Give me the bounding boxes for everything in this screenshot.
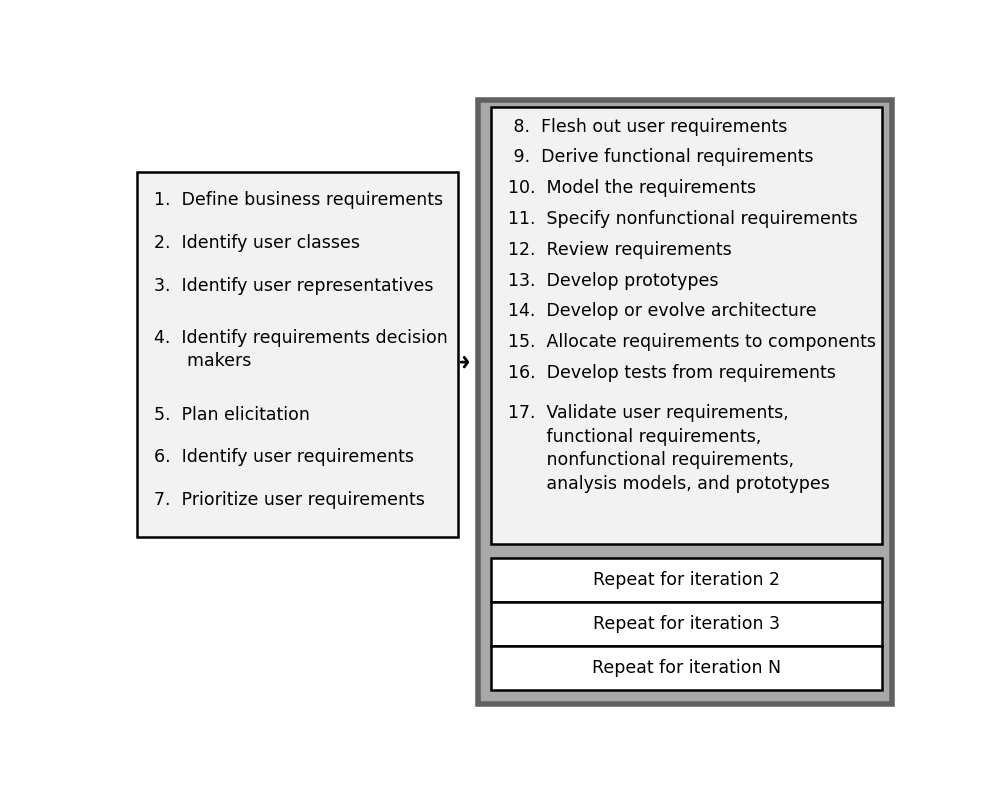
Text: 9.  Derive functional requirements: 9. Derive functional requirements bbox=[508, 148, 813, 166]
FancyBboxPatch shape bbox=[491, 602, 882, 646]
Text: 11.  Specify nonfunctional requirements: 11. Specify nonfunctional requirements bbox=[508, 210, 858, 228]
Text: 2.  Identify user classes: 2. Identify user classes bbox=[154, 234, 360, 252]
FancyBboxPatch shape bbox=[491, 107, 882, 544]
Text: 15.  Allocate requirements to components: 15. Allocate requirements to components bbox=[508, 334, 876, 351]
Text: 10.  Model the requirements: 10. Model the requirements bbox=[508, 179, 756, 197]
Text: 6.  Identify user requirements: 6. Identify user requirements bbox=[154, 448, 414, 466]
FancyBboxPatch shape bbox=[491, 558, 882, 602]
Text: 8.  Flesh out user requirements: 8. Flesh out user requirements bbox=[508, 118, 787, 135]
Text: 14.  Develop or evolve architecture: 14. Develop or evolve architecture bbox=[508, 302, 816, 321]
Text: 16.  Develop tests from requirements: 16. Develop tests from requirements bbox=[508, 364, 836, 382]
Text: 12.  Review requirements: 12. Review requirements bbox=[508, 241, 732, 259]
Text: 4.  Identify requirements decision
      makers: 4. Identify requirements decision makers bbox=[154, 329, 447, 370]
Text: Repeat for iteration N: Repeat for iteration N bbox=[592, 659, 781, 677]
FancyBboxPatch shape bbox=[137, 172, 458, 537]
Text: 17.  Validate user requirements,
       functional requirements,
       nonfunct: 17. Validate user requirements, function… bbox=[508, 404, 830, 493]
Text: 1.  Define business requirements: 1. Define business requirements bbox=[154, 191, 443, 209]
Text: 5.  Plan elicitation: 5. Plan elicitation bbox=[154, 405, 310, 423]
FancyBboxPatch shape bbox=[478, 100, 892, 704]
FancyBboxPatch shape bbox=[491, 646, 882, 690]
Text: 7.  Prioritize user requirements: 7. Prioritize user requirements bbox=[154, 491, 425, 509]
Text: 3.  Identify user representatives: 3. Identify user representatives bbox=[154, 277, 433, 295]
Text: Repeat for iteration 3: Repeat for iteration 3 bbox=[593, 615, 780, 633]
Text: 13.  Develop prototypes: 13. Develop prototypes bbox=[508, 271, 718, 290]
Text: Repeat for iteration 2: Repeat for iteration 2 bbox=[593, 571, 780, 589]
